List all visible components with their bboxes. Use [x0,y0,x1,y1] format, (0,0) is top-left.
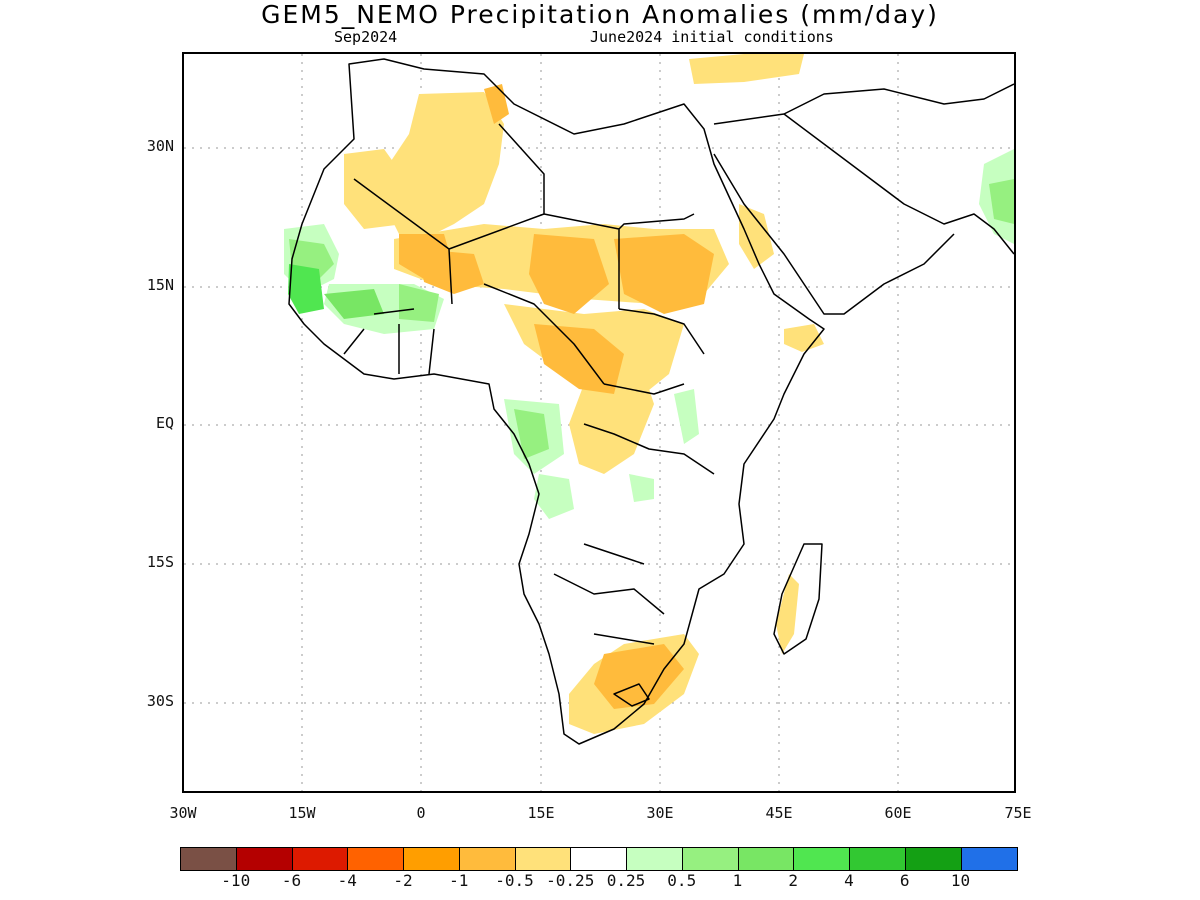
colorbar-swatch [627,848,683,870]
coastlines [288,58,1014,745]
map-title: GEM5_NEMO Precipitation Anomalies (mm/da… [261,0,939,29]
colorbar-label: 0.5 [667,871,697,890]
lat-label: 30S [146,692,174,710]
colorbar-swatch [682,848,739,870]
lon-label: 0 [416,804,426,822]
colorbar-swatch [905,848,962,870]
colorbar-label: 1 [732,871,743,890]
colorbar [180,847,1019,871]
colorbar-label: 0.25 [606,871,646,890]
lon-label: 30W [169,804,197,822]
colorbar-swatch [181,848,237,870]
forecast-month: Sep2024 [334,28,398,46]
precipitation-map [184,54,1014,791]
colorbar-swatch [459,848,516,870]
lat-label: EQ [155,414,174,432]
colorbar-label: 10 [950,871,971,890]
lon-label: 45E [765,804,793,822]
colorbar-swatch [292,848,349,870]
colorbar-label: 6 [899,871,910,890]
colorbar-swatch [348,848,404,870]
initial-conditions: June2024 initial conditions [590,28,834,46]
colorbar-swatch [961,848,1018,870]
lat-label: 15S [146,553,174,571]
colorbar-label: -4 [337,871,357,890]
lon-label: 30E [646,804,674,822]
colorbar-label: -2 [393,871,413,890]
colorbar-label: -1 [449,871,469,890]
lat-label: 15N [146,276,174,294]
map-panel [182,52,1016,793]
colorbar-label: -0.25 [546,871,595,890]
colorbar-label: 4 [844,871,854,890]
colorbar-label: -10 [221,871,251,890]
colorbar-swatch [404,848,460,870]
lat-label: 30N [146,137,174,155]
lon-label: 15W [288,804,316,822]
colorbar-swatch [571,848,627,870]
colorbar-swatch [794,848,850,870]
lon-label: 75E [1004,804,1032,822]
lon-label: 60E [884,804,912,822]
colorbar-swatch [236,848,293,870]
colorbar-label: -6 [281,871,302,890]
anomaly-fill [284,54,1014,734]
colorbar-label: 2 [788,871,799,890]
colorbar-swatch [738,848,795,870]
lon-label: 15E [527,804,555,822]
colorbar-swatch [515,848,572,870]
colorbar-swatch [850,848,906,870]
colorbar-label: -0.5 [495,871,534,890]
